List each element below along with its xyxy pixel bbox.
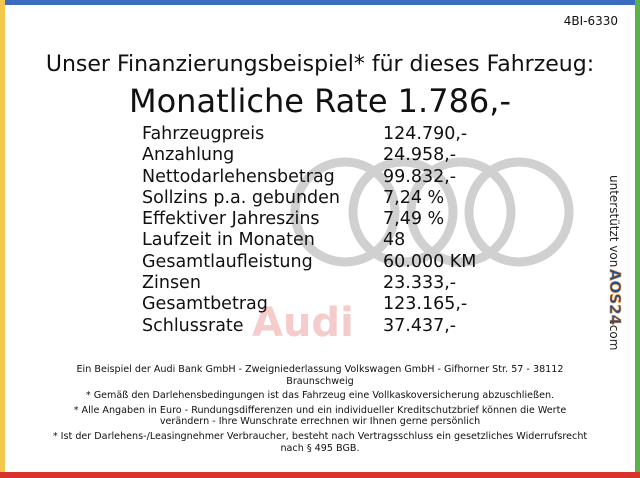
row-label: Laufzeit in Monaten: [142, 230, 315, 251]
row-value: 124.790,-: [383, 124, 468, 144]
row-label: Nettodarlehensbetrag: [142, 166, 335, 187]
border-top: [0, 0, 640, 5]
side-logo: AOS24: [606, 269, 624, 325]
watermark: Audi: [252, 300, 354, 346]
row-label: Sollzins p.a. gebunden: [142, 187, 341, 208]
rate: Monatliche Rate 1.786,-: [128, 82, 511, 120]
border-right: [635, 0, 640, 478]
heading: Unser Finanzierungsbeispiel* für dieses …: [45, 52, 595, 77]
row-label: Schlussrate: [142, 315, 244, 336]
footnote: Ein Beispiel der Audi Bank GmbH - Zweign…: [76, 364, 564, 387]
table-row: Sollzins p.a. gebunden 7,24 %: [142, 188, 502, 209]
table-row: Laufzeit in Monaten 48: [142, 230, 502, 251]
row-label: Fahrzeugpreis: [142, 124, 265, 144]
rings: [290, 157, 574, 267]
side-suffix: .com: [607, 321, 621, 350]
table-row: Zinsen 23.333,-: [142, 273, 502, 294]
table-row: Fahrzeugpreis 124.790,-: [142, 124, 502, 145]
row-value: 123.165,-: [383, 294, 468, 315]
row-value: 7,24 %: [383, 187, 445, 208]
table-row: Anzahlung 24.958,-: [142, 145, 502, 166]
row-label: Anzahlung: [142, 145, 235, 166]
table-row: Gesamtlaufleistung 60.000 KM: [142, 252, 502, 273]
row-value: 24.958,-: [383, 145, 457, 166]
row-label: Gesamtlaufleistung: [142, 251, 313, 272]
row-label: Zinsen: [142, 273, 201, 294]
code: 4BI-6330: [563, 14, 618, 28]
border-bottom: [0, 472, 640, 478]
row-value: 23.333,-: [383, 273, 457, 294]
footnotes: Ein Beispiel der Audi Bank GmbH - Zweign…: [48, 364, 592, 457]
side-text: unterstützt von: [607, 175, 621, 267]
row-value: 37.437,-: [383, 315, 457, 336]
table: Fahrzeugpreis 124.790,- Anzahlung 24.958,- N…: [142, 124, 502, 337]
side-credit: unterstützt von AOS24 .com: [606, 175, 625, 350]
footnote: * Gemäß den Darlehensbedingungen ist das…: [85, 390, 555, 402]
table-row: Nettodarlehensbetrag 99.832,-: [142, 167, 502, 188]
table-row: Effektiver Jahreszins 7,49 %: [142, 209, 502, 230]
border-left: [0, 0, 5, 478]
table-row: Schlussrate 37.437,-: [142, 316, 502, 337]
table-row: Gesamtbetrag 123.165,-: [142, 294, 502, 315]
row-value: 60.000 KM: [383, 251, 477, 272]
footnote: * Alle Angaben in Euro - Rundungsdiffere…: [73, 404, 567, 428]
row-value: 7,49 %: [383, 209, 445, 230]
row-label: Effektiver Jahreszins: [142, 209, 320, 230]
row-label: Gesamtbetrag: [142, 294, 268, 315]
row-value: 48: [383, 230, 406, 251]
row-value: 99.832,-: [383, 166, 457, 187]
footnote: * Ist der Darlehens-/Leasingnehmer Verbr…: [52, 430, 588, 454]
